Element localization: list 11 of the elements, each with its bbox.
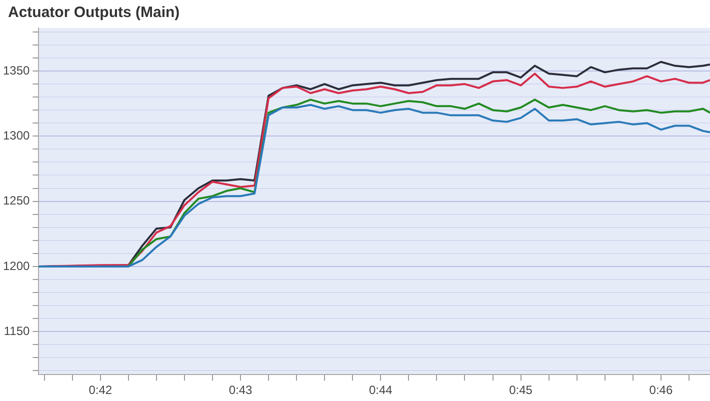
x-tick-label: 0:46 <box>649 383 673 398</box>
x-tick-label: 0:42 <box>88 383 112 398</box>
y-tick-label: 1250 <box>2 194 30 208</box>
y-tick-label: 1350 <box>2 63 30 78</box>
x-tick-label: 0:45 <box>509 383 533 398</box>
x-tick-label: 0:44 <box>368 383 393 398</box>
y-tick-label: 1300 <box>2 128 30 142</box>
chart-title: Actuator Outputs (Main) <box>8 4 180 21</box>
x-tick-label: 0:43 <box>228 383 253 398</box>
y-tick-label: 1150 <box>4 324 30 338</box>
y-tick-label: 1200 <box>2 258 30 273</box>
